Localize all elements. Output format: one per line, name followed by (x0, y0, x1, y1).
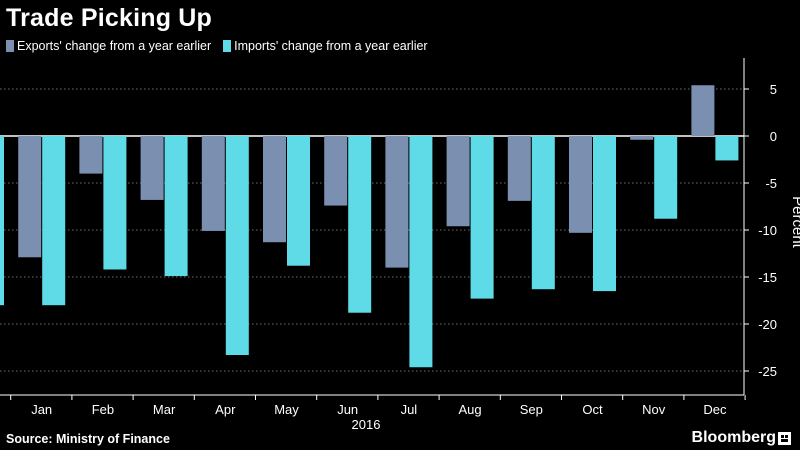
bar-exports (18, 136, 42, 258)
y-axis-title: Percent (789, 196, 800, 249)
x-tick-label: Feb (92, 402, 114, 417)
bar-exports (691, 85, 715, 136)
brand-logo: Bloomberg (692, 429, 791, 447)
bar-imports (103, 136, 127, 270)
bar-layer (0, 85, 739, 368)
bar-imports (470, 136, 494, 299)
legend-entry-exports: Exports' change from a year earlier (6, 39, 211, 53)
legend-swatch-exports (6, 40, 14, 52)
bar-imports (42, 136, 66, 306)
legend-label-imports: Imports' change from a year earlier (234, 39, 428, 53)
x-tick-label: Jul (401, 402, 418, 417)
bar-imports (409, 136, 433, 368)
x-tick-label: Aug (459, 402, 482, 417)
bar-exports (630, 136, 654, 140)
bar-exports (79, 136, 103, 174)
bar-exports (140, 136, 164, 200)
bar-exports (446, 136, 470, 227)
bar-imports (654, 136, 678, 219)
y-tick-label: -25 (758, 364, 777, 379)
y-tick-label: 0 (770, 129, 777, 144)
bar-exports (569, 136, 592, 233)
y-tick-label: -20 (758, 317, 777, 332)
x-tick-label: Oct (582, 402, 603, 417)
x-axis-year-label: 2016 (352, 417, 381, 432)
x-tick-label: Mar (153, 402, 176, 417)
brand-name: Bloomberg (691, 429, 776, 446)
x-tick-label: Apr (215, 402, 236, 417)
axis-layer: 5 0 -5 -10 -15 -20 -25 Percent Jan Feb Mar Apr May Ju… (0, 58, 800, 432)
x-tick-label: Nov (642, 402, 666, 417)
bar-exports (263, 136, 286, 243)
x-tick-label: Sep (520, 402, 543, 417)
brand-mark-icon (778, 431, 791, 445)
y-tick-label: 5 (770, 82, 777, 97)
y-tick-label: -15 (758, 270, 777, 285)
chart-title: Trade Picking Up (6, 4, 213, 32)
bar-exports (385, 136, 409, 268)
x-tick-label: Jan (31, 402, 52, 417)
x-tick-label: May (274, 402, 299, 417)
bar-exports (324, 136, 348, 206)
bar-imports (348, 136, 372, 313)
y-tick-label: -5 (765, 176, 777, 191)
bar-imports (593, 136, 616, 292)
legend-entry-imports: Imports' change from a year earlier (223, 39, 428, 53)
bar-imports (531, 136, 555, 290)
y-tick-label: -10 (758, 223, 777, 238)
bar-imports (164, 136, 188, 277)
x-tick-label: Jun (337, 402, 358, 417)
bar-imports (715, 136, 739, 161)
bar-imports (0, 136, 4, 306)
bar-imports (225, 136, 249, 356)
legend: Exports' change from a year earlier Impo… (6, 39, 440, 53)
bar-exports (507, 136, 531, 201)
bar-exports (201, 136, 225, 231)
source-note: Source: Ministry of Finance (6, 432, 170, 446)
legend-swatch-imports (223, 40, 232, 52)
x-tick-label: Dec (703, 402, 727, 417)
bar-imports (287, 136, 310, 266)
legend-label-exports: Exports' change from a year earlier (17, 39, 212, 53)
